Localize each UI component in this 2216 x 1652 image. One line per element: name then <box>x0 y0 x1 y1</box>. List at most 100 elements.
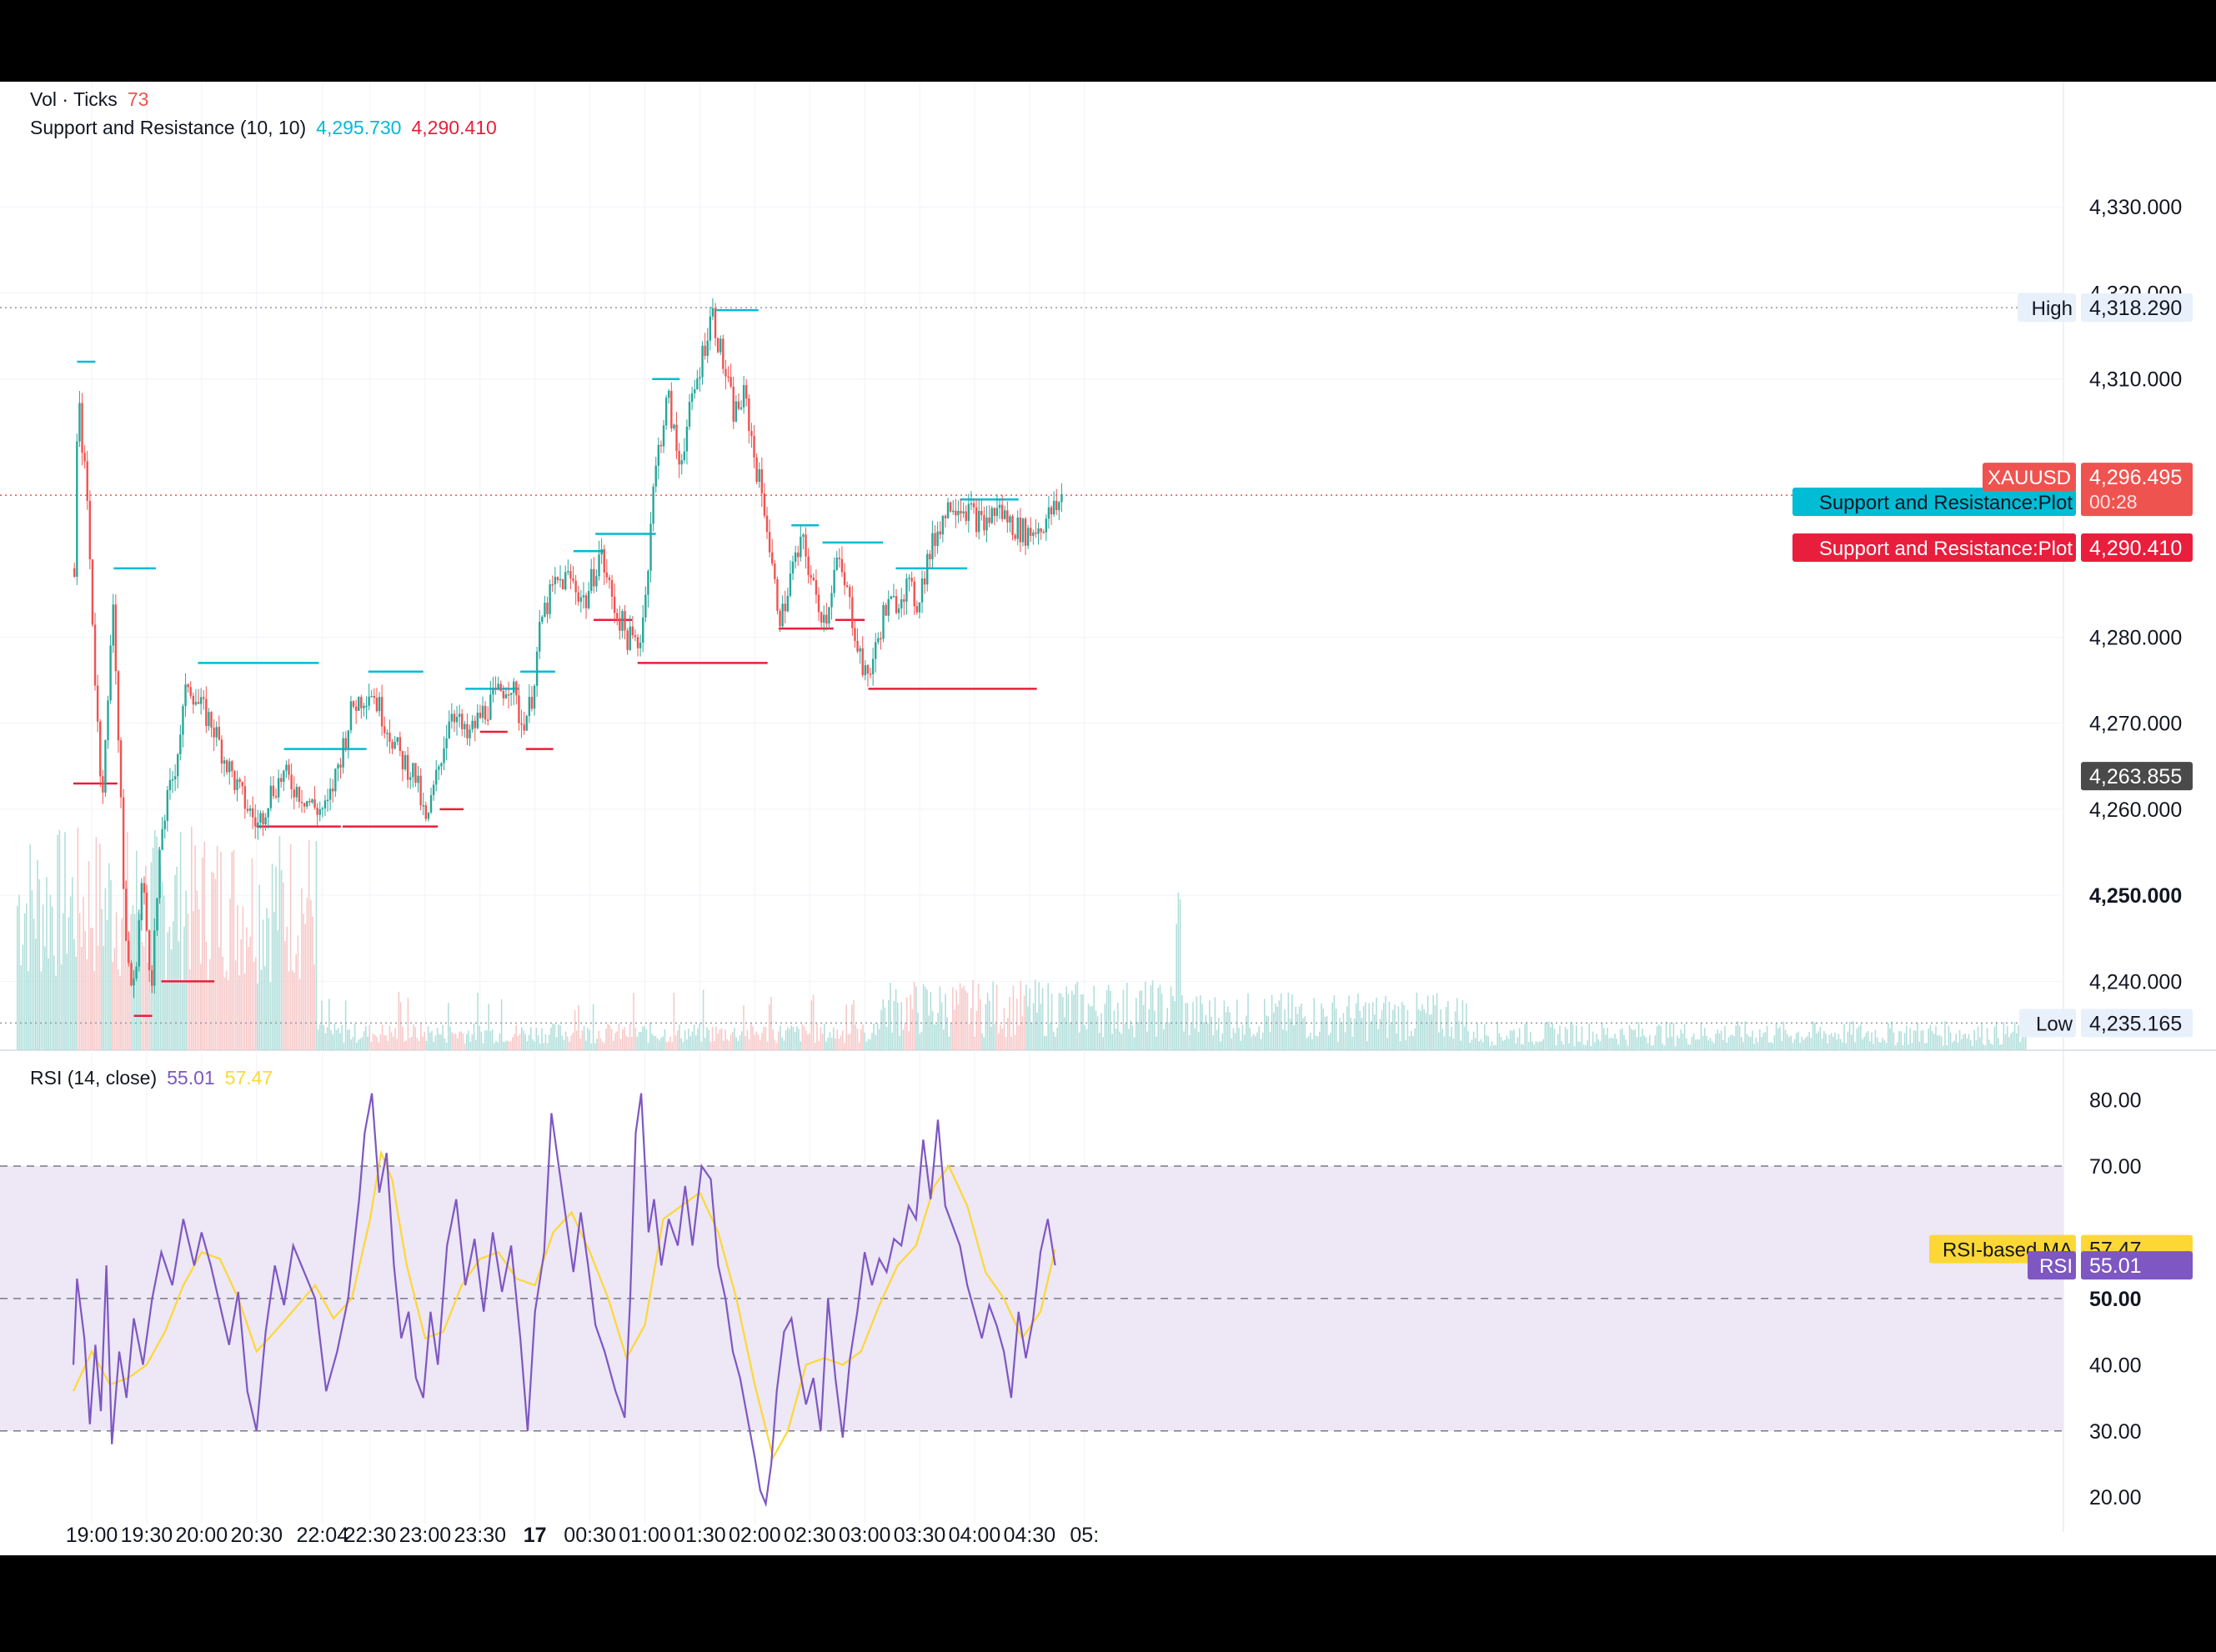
volume-bar <box>1922 1029 1924 1050</box>
candle-body <box>1058 502 1060 511</box>
volume-bar <box>442 1024 444 1050</box>
candle-body <box>458 713 461 718</box>
volume-bar <box>500 999 503 1050</box>
volume-bar <box>223 977 226 1050</box>
volume-bar <box>1029 988 1030 1050</box>
volume-bar <box>484 1030 486 1050</box>
candle-body <box>812 577 815 581</box>
volume-bar <box>38 879 40 1050</box>
price-axis-label: 4,270.000 <box>2089 713 2182 736</box>
volume-bar <box>792 1027 795 1050</box>
volume-bar <box>1759 1029 1761 1050</box>
volume-bar <box>480 1031 483 1050</box>
volume-bar <box>509 1041 512 1050</box>
candle-body <box>432 784 435 795</box>
volume-bar <box>20 965 22 1050</box>
rsi-badge: RSI 55.01 <box>2028 1251 2193 1280</box>
volume-bar <box>1894 1045 1897 1050</box>
volume-bar <box>1359 1010 1361 1050</box>
volume-bar <box>1069 1022 1071 1050</box>
volume-bar <box>312 916 313 1050</box>
price-axis-label: 4,260.000 <box>2089 798 2182 822</box>
volume-bar <box>684 1030 686 1050</box>
time-axis-label: 02:00 <box>729 1524 781 1547</box>
last-price-value: 4,296.495 <box>2089 466 2182 489</box>
volume-bar <box>1394 1004 1396 1050</box>
volume-legend[interactable]: Vol · Ticks 73 <box>30 88 158 111</box>
volume-bar <box>1408 1036 1411 1050</box>
candle-body <box>484 705 487 720</box>
volume-bar <box>178 941 180 1050</box>
volume-bar <box>1908 1044 1909 1050</box>
volume-bar <box>1166 1008 1168 1050</box>
candle-body <box>949 502 952 512</box>
rsi-axis-label: 40.00 <box>2089 1354 2142 1377</box>
volume-bar <box>895 989 897 1050</box>
volume-bar <box>468 1030 469 1050</box>
candle-body <box>1004 510 1006 519</box>
volume-bar <box>662 1036 664 1050</box>
volume-bar <box>1381 1009 1383 1050</box>
volume-bar <box>477 992 479 1050</box>
volume-bar <box>1137 1021 1139 1050</box>
volume-bar <box>1878 1042 1880 1050</box>
candle-body <box>112 604 114 646</box>
volume-bar <box>1612 1038 1614 1050</box>
volume-bar <box>1456 998 1458 1050</box>
volume-bar <box>800 1041 801 1050</box>
volume-bar <box>836 1029 838 1050</box>
volume-bar <box>1972 1045 1973 1050</box>
volume-bar <box>561 1035 563 1050</box>
volume-bar <box>1876 1037 1878 1050</box>
volume-bar <box>1038 982 1040 1050</box>
volume-bar <box>1251 1036 1253 1050</box>
candle-body <box>99 721 102 777</box>
candle-body <box>189 687 192 696</box>
volume-bar <box>1817 1031 1819 1050</box>
candle-body <box>1055 500 1058 511</box>
candle-body <box>701 345 704 378</box>
volume-bar <box>1344 1032 1346 1050</box>
volume-bar <box>495 1040 497 1050</box>
volume-bar <box>1131 1025 1134 1050</box>
candle-body <box>980 510 983 516</box>
volume-bar <box>1579 1041 1581 1050</box>
candle-body <box>993 508 996 516</box>
volume-bar <box>526 1041 529 1050</box>
volume-bar <box>1692 1033 1695 1050</box>
volume-bar <box>789 1029 790 1050</box>
volume-bar <box>1460 1040 1461 1050</box>
volume-bar <box>1432 994 1434 1050</box>
volume-bar <box>750 1023 752 1050</box>
volume-bar <box>1289 1018 1291 1050</box>
candle-body <box>722 338 724 369</box>
candle-body <box>300 801 303 803</box>
candle-body <box>985 517 988 531</box>
sr-legend[interactable]: Support and Resistance (10, 10) 4,295.730… <box>30 117 507 139</box>
volume-bar <box>1379 1019 1381 1050</box>
volume-bar <box>1532 1041 1533 1050</box>
candle-body <box>1021 518 1025 543</box>
volume-bar <box>1625 1039 1627 1050</box>
volume-bar <box>127 832 128 1050</box>
volume-bar <box>1201 1004 1203 1050</box>
candle-body <box>758 469 760 483</box>
volume-bar <box>1335 1009 1337 1050</box>
volume-bar <box>1273 1012 1275 1050</box>
volume-bar <box>359 1039 361 1050</box>
candle-body <box>685 426 689 452</box>
rsi-legend[interactable]: RSI (14, close) 55.01 57.47 <box>30 1067 283 1089</box>
volume-bar <box>84 931 86 1050</box>
volume-bar <box>702 989 704 1050</box>
volume-bar <box>315 841 318 1050</box>
candle-body <box>1011 516 1014 535</box>
volume-bar <box>1903 1033 1906 1050</box>
volume-bar <box>605 1029 607 1050</box>
chart-window[interactable]: 19:00 19:30 20:00 20:30 22:04 22:30 23:00 23:30… <box>0 82 2216 1555</box>
volume-bar <box>853 1000 855 1050</box>
volume-bar <box>1862 1039 1863 1050</box>
volume-bar <box>1601 1023 1603 1050</box>
volume-bar <box>323 1024 324 1050</box>
volume-bar <box>1521 1044 1522 1050</box>
